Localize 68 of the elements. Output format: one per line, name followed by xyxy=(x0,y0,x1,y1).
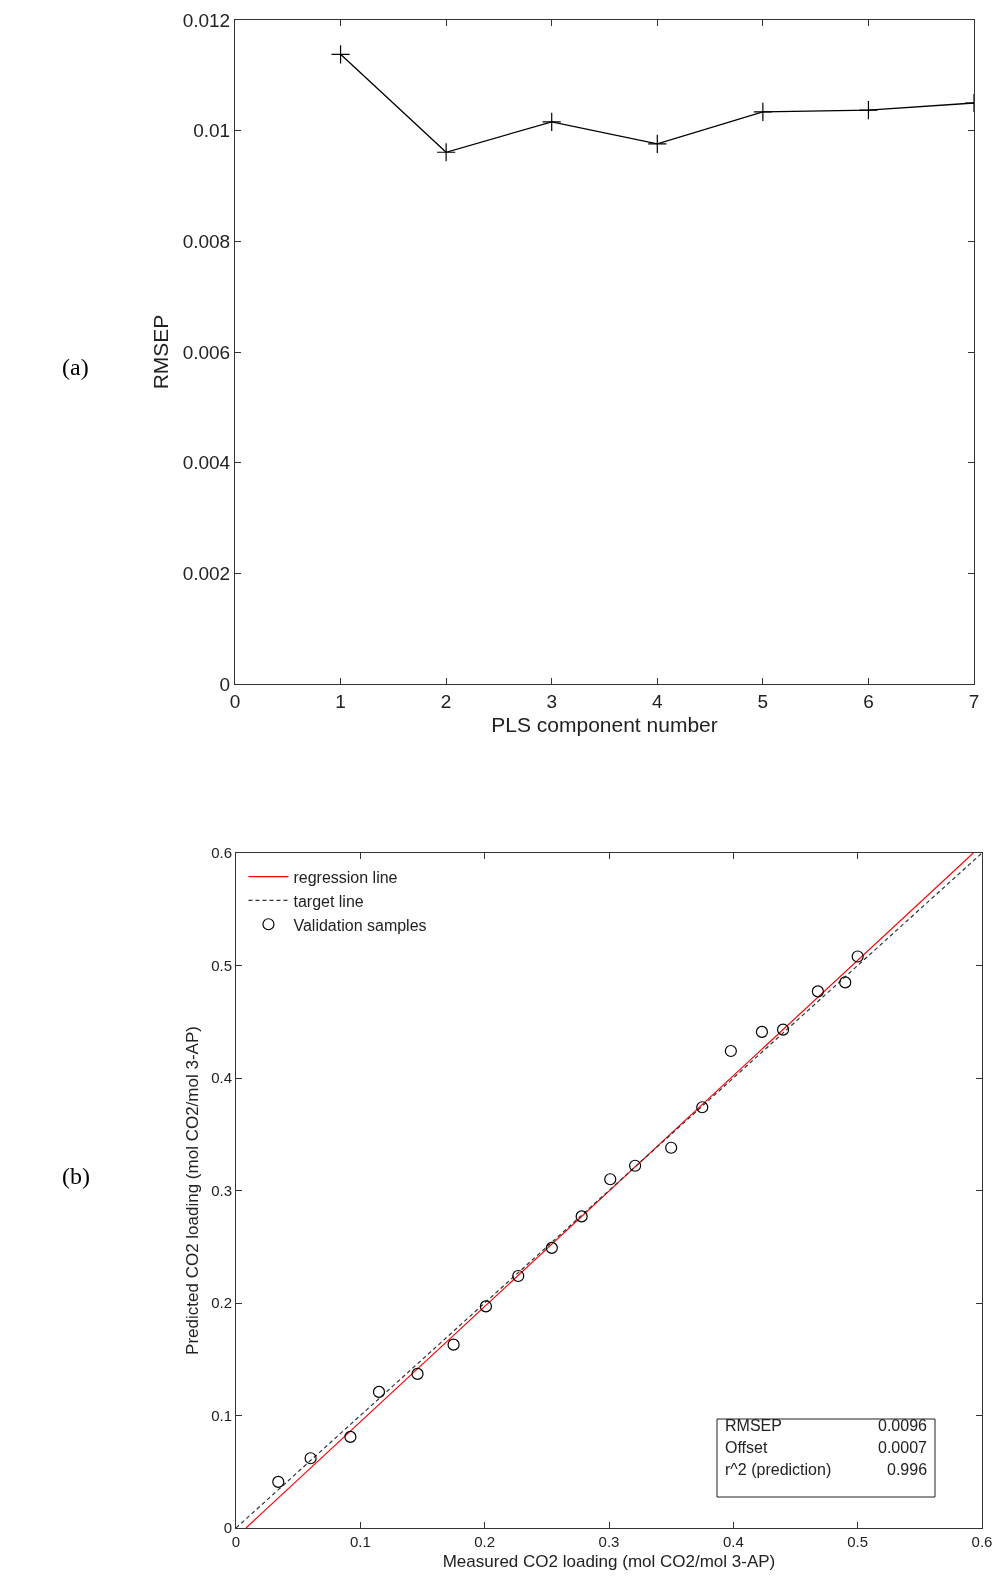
point xyxy=(447,1338,460,1351)
x-tick-label: 0.6 xyxy=(971,1533,993,1550)
point xyxy=(545,1241,558,1254)
x-tick-label: 4 xyxy=(652,690,663,712)
y-tick-label: 0.008 xyxy=(182,230,231,252)
point xyxy=(724,1044,737,1058)
y-tick-label: 0.6 xyxy=(211,844,232,862)
y-tick-label: 0.004 xyxy=(182,452,231,474)
point xyxy=(344,1430,357,1443)
annotation: 0.0096 xyxy=(878,1417,928,1434)
x-tick-label: 6 xyxy=(863,690,874,712)
point xyxy=(629,1159,642,1172)
x-tick-label: 0.5 xyxy=(847,1533,869,1550)
point xyxy=(272,1475,285,1488)
point xyxy=(575,1210,588,1223)
y-tick-label: 0.5 xyxy=(211,956,232,974)
x-tick-label: 3 xyxy=(546,690,557,712)
x-tick-label: 1 xyxy=(335,690,346,712)
point xyxy=(858,100,879,120)
point xyxy=(755,1025,769,1038)
y-tick-label: 0.2 xyxy=(211,1294,232,1312)
annotation: 0.996 xyxy=(887,1461,928,1478)
point xyxy=(851,950,864,963)
point xyxy=(372,1385,386,1398)
point xyxy=(330,44,351,65)
y-tick-label: 0.4 xyxy=(211,1069,232,1087)
point xyxy=(411,1367,424,1380)
annotation: Offset xyxy=(725,1439,768,1456)
x-tick-label: 7 xyxy=(968,690,980,712)
x-axis-title: PLS component number xyxy=(491,713,718,736)
y-tick-label: 0.006 xyxy=(182,341,231,363)
y-tick-label: 0 xyxy=(219,673,231,695)
x-tick-label: 0.3 xyxy=(598,1533,620,1550)
point xyxy=(479,1300,493,1313)
point xyxy=(436,142,456,162)
y-tick-label: 0.002 xyxy=(182,562,231,584)
y-tick-label: 0 xyxy=(223,1519,232,1537)
point xyxy=(776,1023,790,1036)
y-axis-title: Predicted CO2 loading (mol CO2/mol 3-AP) xyxy=(182,1026,202,1355)
point xyxy=(753,102,773,122)
text: (b) xyxy=(62,1163,90,1189)
x-tick-label: 0.2 xyxy=(474,1533,496,1550)
x-tick-label: 0.4 xyxy=(722,1533,744,1550)
x-tick-label: 5 xyxy=(757,690,769,712)
y-tick-label: 0.01 xyxy=(193,120,231,142)
point xyxy=(542,112,562,132)
x-tick-label: 0.1 xyxy=(349,1533,371,1550)
point xyxy=(604,1173,617,1186)
x-axis-title: Measured CO2 loading (mol CO2/mol 3-AP) xyxy=(442,1552,776,1572)
legend-label: regression line xyxy=(293,868,398,886)
y-tick-label: 0.012 xyxy=(182,9,231,31)
x-tick-label: 2 xyxy=(440,690,452,712)
annotation: RMSEP xyxy=(725,1417,782,1434)
point xyxy=(512,1269,525,1283)
y-tick-label: 0.3 xyxy=(211,1181,232,1199)
point xyxy=(647,134,667,154)
point xyxy=(304,1452,317,1465)
y-axis-title: RMSEP xyxy=(148,314,172,390)
text: (a) xyxy=(62,354,89,380)
legend-label: target line xyxy=(293,892,364,910)
y-tick-label: 0.1 xyxy=(211,1406,232,1424)
annotation: r^2 (prediction) xyxy=(725,1461,832,1478)
point xyxy=(811,985,824,998)
annotation: 0.0007 xyxy=(878,1439,928,1456)
point xyxy=(696,1101,709,1114)
point xyxy=(839,976,852,989)
legend-label: Validation samples xyxy=(293,916,427,934)
point xyxy=(665,1141,678,1154)
